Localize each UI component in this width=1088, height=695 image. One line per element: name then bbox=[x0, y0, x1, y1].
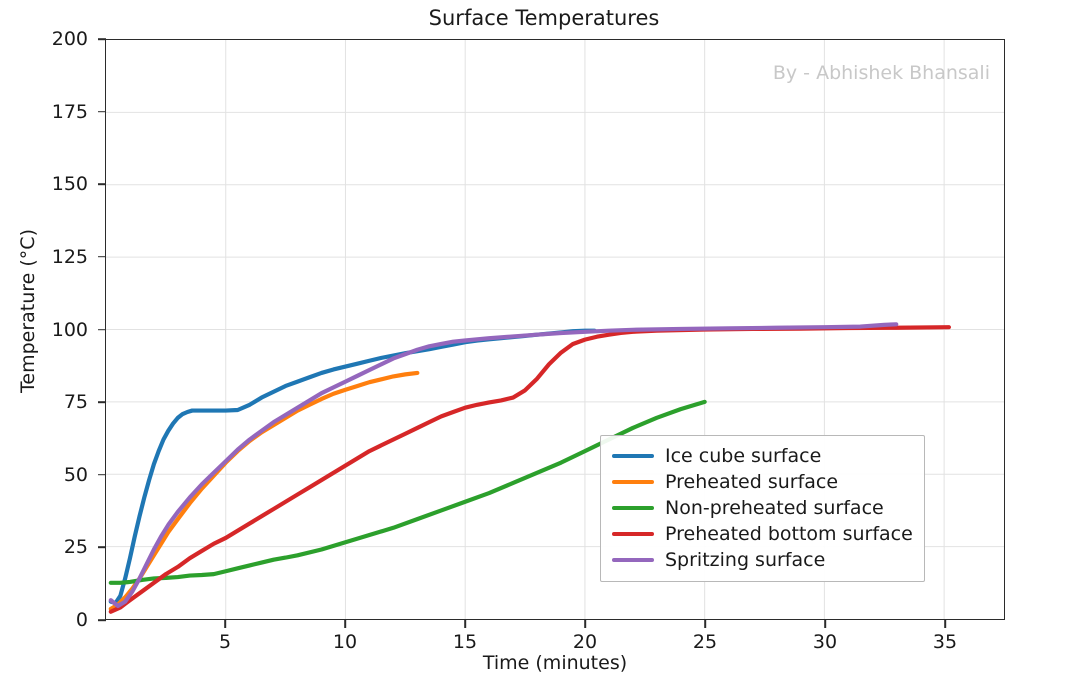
x-tick-mark bbox=[944, 620, 946, 628]
x-tick-mark bbox=[344, 620, 346, 628]
y-tick-label: 150 bbox=[51, 173, 88, 196]
x-tick-label: 35 bbox=[932, 631, 958, 653]
y-tick-label: 50 bbox=[63, 463, 88, 486]
chart-title: Surface Temperatures bbox=[428, 6, 660, 30]
legend-color-swatch bbox=[612, 454, 654, 458]
legend-label: Preheated surface bbox=[665, 470, 839, 493]
y-tick-label: 175 bbox=[51, 100, 88, 123]
x-tick-mark bbox=[464, 620, 466, 628]
x-axis-tick-labels: 5 10 15 20 25 30 35 bbox=[105, 631, 1005, 659]
legend-label: Preheated bottom surface bbox=[665, 522, 913, 545]
watermark-credit: By - Abhishek Bhansali bbox=[772, 62, 990, 84]
plot-area: By - Abhishek Bhansali bbox=[105, 39, 1005, 620]
series-line-2 bbox=[108, 399, 707, 585]
y-tick-label: 200 bbox=[51, 28, 88, 50]
x-tick-label: 30 bbox=[812, 631, 838, 653]
legend-item-3[interactable]: Preheated bottom surface bbox=[612, 521, 913, 547]
x-tick-mark bbox=[584, 620, 586, 628]
x-tick-mark bbox=[824, 620, 826, 628]
y-tick-label: 25 bbox=[63, 536, 88, 559]
x-tick-label: 5 bbox=[218, 631, 232, 653]
chart-legend: Ice cube surface Preheated surface Non-pre… bbox=[600, 435, 925, 582]
legend-item-1[interactable]: Preheated surface bbox=[612, 469, 913, 495]
legend-color-swatch bbox=[612, 480, 654, 484]
x-tick-label: 25 bbox=[692, 631, 718, 653]
x-tick-label: 20 bbox=[572, 631, 598, 653]
legend-color-swatch bbox=[612, 558, 654, 562]
y-tick-label: 100 bbox=[51, 318, 88, 341]
data-series-layer bbox=[108, 322, 952, 614]
y-tick-label: 75 bbox=[63, 391, 88, 414]
legend-label: Non-preheated surface bbox=[665, 496, 884, 519]
x-axis-label: Time (minutes) bbox=[482, 652, 628, 674]
legend-label: Ice cube surface bbox=[665, 444, 822, 467]
x-tick-label: 15 bbox=[452, 631, 478, 653]
series-line-4 bbox=[108, 322, 899, 609]
x-tick-mark bbox=[224, 620, 226, 628]
legend-color-swatch bbox=[612, 506, 654, 510]
series-line-1 bbox=[108, 370, 420, 611]
x-axis-tick-marks bbox=[105, 620, 1005, 630]
series-line-3 bbox=[108, 325, 952, 614]
x-tick-label: 10 bbox=[332, 631, 358, 653]
legend-label: Spritzing surface bbox=[665, 548, 826, 571]
legend-item-4[interactable]: Spritzing surface bbox=[612, 547, 913, 573]
x-tick-mark bbox=[704, 620, 706, 628]
y-tick-label: 125 bbox=[51, 245, 88, 268]
legend-item-2[interactable]: Non-preheated surface bbox=[612, 495, 913, 521]
legend-color-swatch bbox=[612, 532, 654, 536]
y-axis-tick-labels: 0 25 50 75 100 125 150 175 200 bbox=[0, 28, 88, 631]
y-tick-label: 0 bbox=[75, 609, 88, 631]
legend-item-0[interactable]: Ice cube surface bbox=[612, 443, 913, 469]
